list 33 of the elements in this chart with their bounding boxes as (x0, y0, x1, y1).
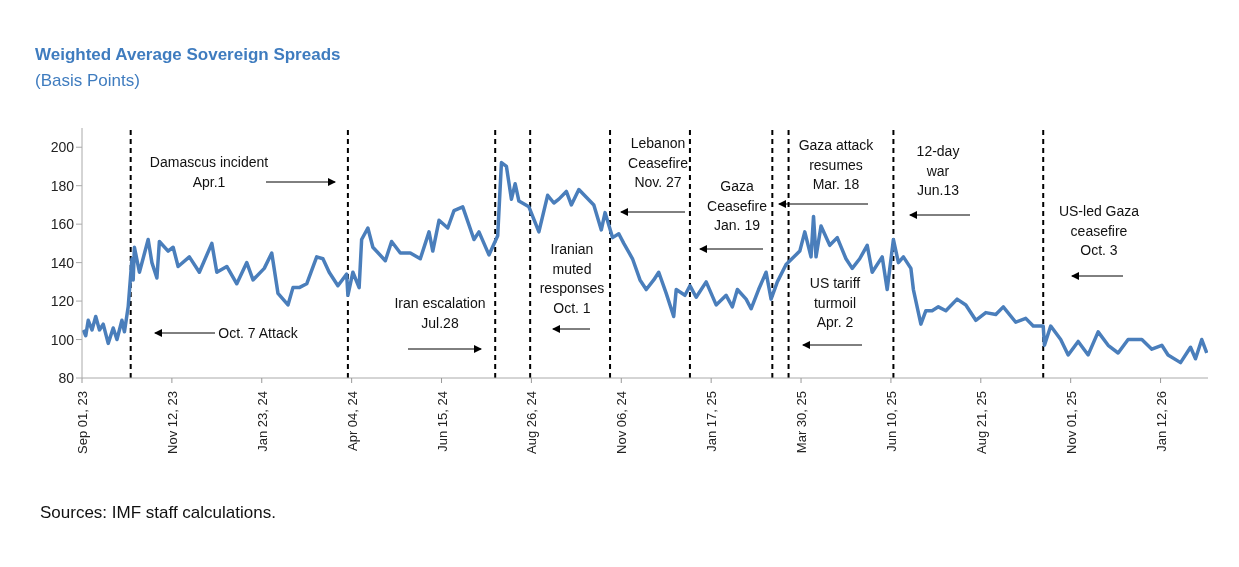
x-tick-label: Nov 06, 24 (614, 391, 630, 454)
y-tick-label: 120 (50, 293, 75, 310)
annotation: Damascus incident Apr.1 (149, 154, 269, 190)
x-tick-label: Mar 30, 25 (794, 391, 810, 454)
y-tick-label: 140 (50, 254, 75, 271)
x-tick-label: Jan 23, 24 (254, 391, 270, 452)
annotation: Oct. 7 Attack (218, 325, 299, 341)
x-tick-label: Sep 01, 23 (75, 391, 90, 454)
x-tick-label: Apr 04, 24 (344, 391, 360, 451)
y-tick-label: 160 (50, 216, 75, 233)
x-tick-label: Aug 21, 25 (973, 391, 989, 454)
x-tick-label: Jun 15, 24 (434, 391, 450, 452)
y-tick-label: 100 (50, 331, 75, 348)
ref-line-label: Lebanon Ceasefire Nov. 27 (628, 135, 689, 190)
x-tick-label: Aug 26, 24 (524, 391, 540, 454)
x-tick-label: Jan 17, 25 (704, 391, 720, 452)
chart-title: Weighted Average Sovereign Spreads (35, 45, 341, 65)
chart-subtitle: (Basis Points) (35, 71, 140, 91)
y-tick-label: 80 (58, 369, 75, 386)
ref-line-label: Iranian muted responses Oct. 1 (539, 241, 605, 316)
x-tick-label: Jun 10, 25 (883, 391, 899, 452)
ref-line-label: Gaza attack resumes Mar. 18 (798, 137, 875, 192)
x-tick-label: Jan 12, 26 (1153, 391, 1169, 452)
y-tick-label: 200 (50, 139, 75, 156)
x-tick-label: Nov 01, 25 (1063, 391, 1079, 454)
ref-line-label: 12-day war Jun.13 (916, 143, 960, 198)
x-tick-label: Nov 12, 23 (164, 391, 180, 454)
y-tick-label: 180 (50, 177, 75, 194)
ref-line-label: Gaza Ceasefire Jan. 19 (707, 178, 768, 233)
ref-line-label: Iran escalation Jul.28 (394, 295, 486, 331)
ref-line-label: US tariff turmoil Apr. 2 (809, 275, 861, 330)
source-note: Sources: IMF staff calculations. (40, 503, 276, 523)
ref-line-label: US-led Gaza ceasefire Oct. 3 (1058, 203, 1140, 258)
